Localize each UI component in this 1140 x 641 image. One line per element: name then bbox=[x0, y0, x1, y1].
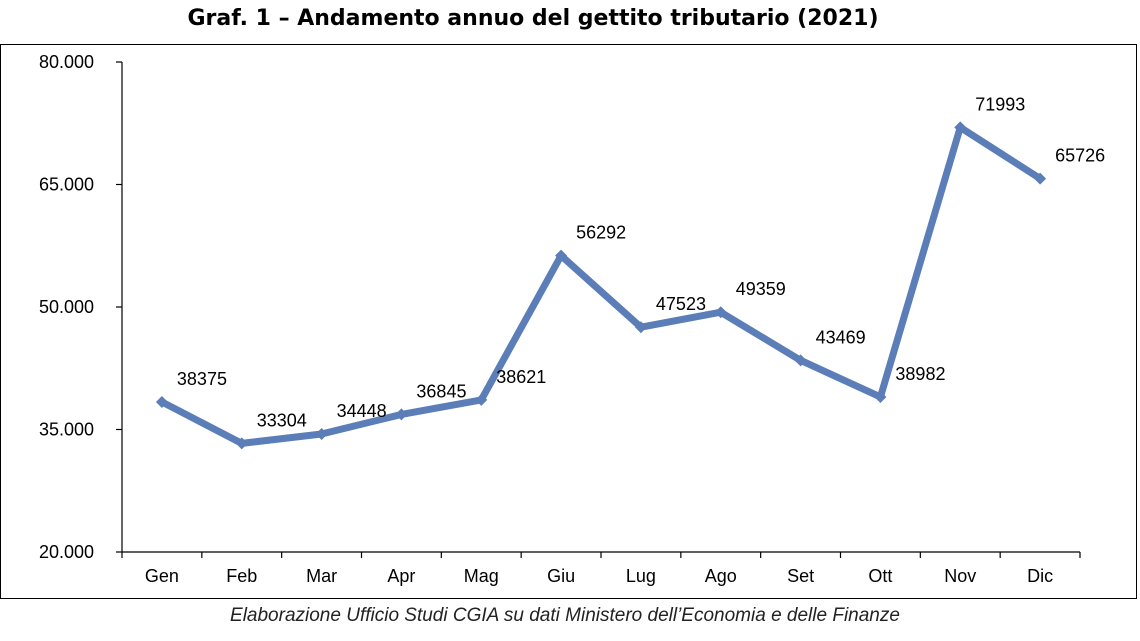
data-point-marker bbox=[235, 437, 248, 450]
x-axis-ticks: Gen Feb Mar Apr Mag Giu Lug Ago Set Ott Nov Dic bbox=[121, 552, 1081, 586]
data-point-marker bbox=[1034, 172, 1047, 185]
data-label: 38375 bbox=[177, 369, 227, 389]
data-point-marker bbox=[555, 249, 568, 262]
y-tick-label: 20.000 bbox=[39, 542, 94, 562]
data-label: 56292 bbox=[576, 223, 626, 243]
axes bbox=[121, 62, 1080, 553]
data-label: 71993 bbox=[975, 94, 1025, 114]
data-label: 36845 bbox=[416, 381, 466, 401]
chart-frame bbox=[0, 44, 1137, 599]
series-line-path bbox=[158, 123, 1044, 447]
x-tick-label: Giu bbox=[547, 566, 575, 586]
data-point-marker bbox=[315, 428, 328, 441]
data-label: 38982 bbox=[895, 364, 945, 384]
data-labels: 38375 33304 34448 36845 38621 56292 47523 49359… bbox=[177, 94, 1105, 430]
x-tick-label: Feb bbox=[226, 566, 257, 586]
x-tick-label: Dic bbox=[1027, 566, 1053, 586]
x-tick-label: Mar bbox=[306, 566, 337, 586]
data-label: 47523 bbox=[656, 294, 706, 314]
data-point-marker bbox=[395, 408, 408, 421]
x-tick-label: Ott bbox=[868, 566, 892, 586]
y-tick-label: 65.000 bbox=[39, 175, 94, 195]
series-line bbox=[158, 123, 1044, 447]
x-tick-label: Nov bbox=[944, 566, 976, 586]
y-tick-label: 35.000 bbox=[39, 420, 94, 440]
data-point-marker bbox=[794, 354, 807, 367]
source-caption: Elaborazione Ufficio Studi CGIA su dati … bbox=[230, 605, 900, 626]
data-point-marker bbox=[874, 390, 887, 403]
data-label: 34448 bbox=[337, 401, 387, 421]
data-point-marker bbox=[954, 121, 967, 134]
data-label: 49359 bbox=[736, 279, 786, 299]
chart-title: Graf. 1 – Andamento annuo del gettito tr… bbox=[187, 6, 879, 31]
data-point-marker bbox=[155, 395, 168, 408]
data-points bbox=[155, 121, 1047, 450]
x-tick-label: Set bbox=[787, 566, 814, 586]
y-tick-label: 50.000 bbox=[39, 297, 94, 317]
x-tick-label: Mag bbox=[464, 566, 499, 586]
x-tick-label: Gen bbox=[145, 566, 179, 586]
data-label: 65726 bbox=[1055, 146, 1105, 166]
x-tick-label: Apr bbox=[387, 566, 415, 586]
y-tick-label: 80.000 bbox=[39, 52, 94, 72]
data-label: 43469 bbox=[816, 327, 866, 347]
x-tick-label: Lug bbox=[626, 566, 656, 586]
y-axis-ticks: 20.000 35.000 50.000 65.000 80.000 bbox=[39, 52, 122, 562]
data-point-marker bbox=[714, 306, 727, 319]
data-label: 33304 bbox=[257, 410, 307, 430]
data-point-marker bbox=[634, 321, 647, 334]
x-tick-label: Ago bbox=[705, 566, 737, 586]
data-label: 38621 bbox=[496, 367, 546, 387]
data-point-marker bbox=[475, 393, 488, 406]
